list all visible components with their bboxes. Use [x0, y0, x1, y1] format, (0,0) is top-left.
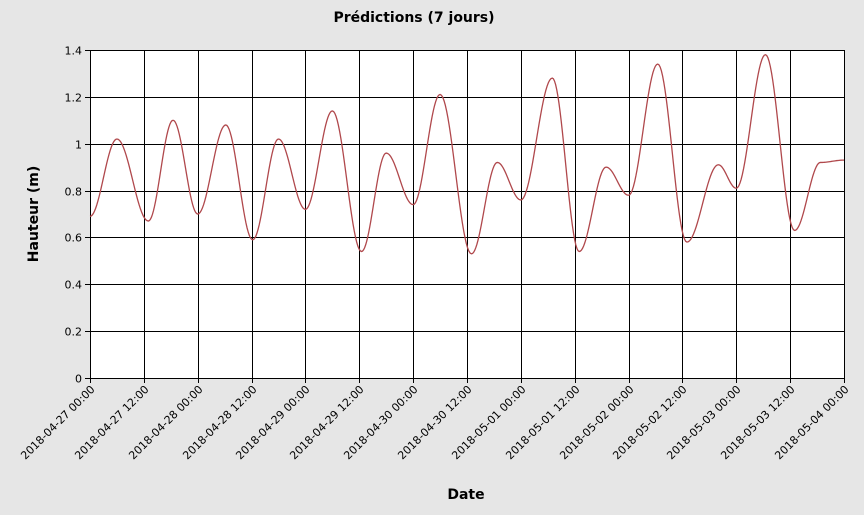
y-axis-label: Hauteur (m): [26, 166, 42, 262]
y-tick-label: 1.4: [65, 45, 83, 58]
chart-title: Prédictions (7 jours): [333, 10, 494, 26]
x-axis-label: Date: [447, 487, 484, 503]
y-tick-label: 0: [75, 373, 82, 386]
y-tick-label: 0.6: [65, 232, 83, 245]
y-tick-label: 0.4: [65, 279, 83, 292]
y-tick-label: 1: [75, 139, 82, 152]
series-layer: [89, 53, 845, 255]
y-tick-label: 0.2: [65, 326, 83, 339]
y-tick-label: 1.2: [65, 92, 83, 105]
series-line-0: [89, 53, 845, 255]
axes: [85, 50, 845, 383]
grid: [90, 50, 845, 378]
y-tick-label: 0.8: [65, 186, 83, 199]
